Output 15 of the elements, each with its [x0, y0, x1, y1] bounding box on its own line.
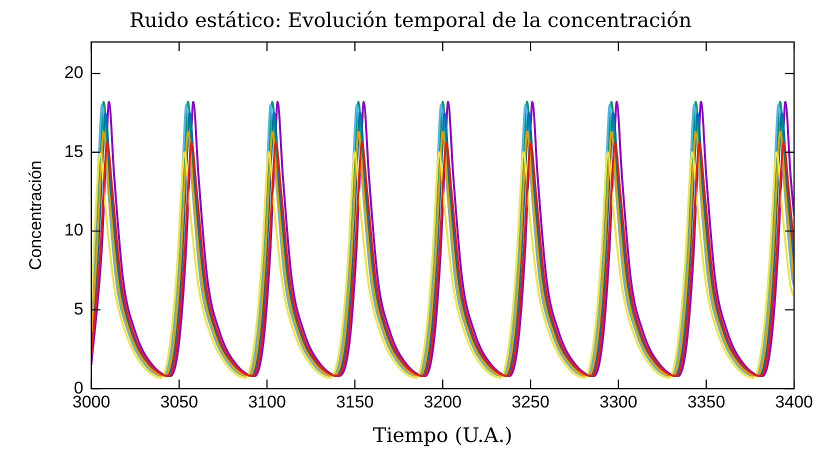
x-tick-label: 3100 — [248, 392, 286, 412]
x-tick-label: 3400 — [775, 392, 814, 412]
x-tick-label: 3200 — [424, 392, 462, 412]
y-tick-label: 15 — [64, 142, 84, 161]
y-tick-label: 5 — [74, 300, 84, 319]
x-axis-title: Tiempo (U.A.) — [372, 423, 512, 448]
y-tick-label: 10 — [64, 220, 84, 240]
chart-title: Ruido estático: Evolución temporal de la concentración — [129, 8, 692, 32]
x-tick-label: 3150 — [336, 392, 374, 412]
x-tick-label: 3300 — [599, 392, 638, 412]
x-tick-label: 3250 — [512, 392, 550, 412]
y-axis-title: Concentración — [26, 160, 45, 270]
y-tick-label: 20 — [64, 63, 84, 82]
x-tick-label: 3050 — [160, 392, 198, 412]
x-tick-label: 3350 — [687, 392, 726, 412]
